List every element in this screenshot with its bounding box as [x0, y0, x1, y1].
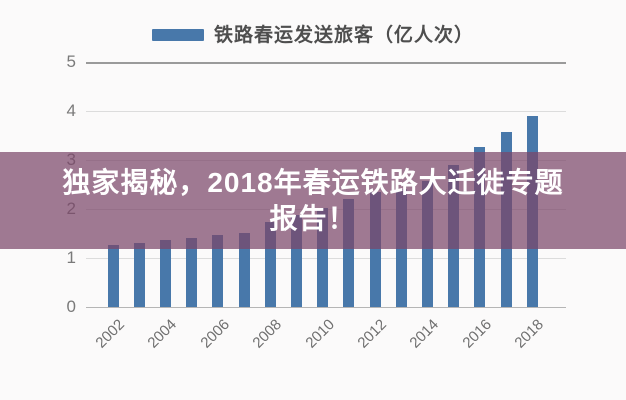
legend-swatch — [151, 28, 204, 41]
y-axis-tick-label-0: 0 — [66, 297, 76, 316]
x-axis-tick-label-2014: 2014 — [406, 316, 443, 352]
legend-label: 铁路春运发送旅客（亿人次） — [213, 25, 474, 46]
x-axis-tick-label-2018: 2018 — [511, 316, 548, 352]
y-axis-tick-label-5: 5 — [66, 52, 76, 71]
y-axis-tick-label-1: 1 — [66, 248, 76, 267]
x-axis-tick-label-2002: 2002 — [92, 316, 129, 352]
bar-2008 — [264, 222, 276, 307]
bar-2007 — [238, 233, 250, 307]
x-axis-tick-label-2016: 2016 — [459, 316, 495, 352]
bar-2011 — [343, 199, 355, 307]
chart-legend: 铁路春运发送旅客（亿人次） — [0, 20, 626, 47]
bar-2010 — [317, 207, 329, 307]
gridline-4 — [86, 111, 566, 112]
x-axis-tick-label-2008: 2008 — [249, 316, 286, 352]
bar-2005 — [186, 237, 198, 307]
banner-title-line2: 报告！ — [269, 202, 357, 234]
bar-2006 — [212, 235, 224, 307]
x-axis-tick-label-2004: 2004 — [144, 316, 181, 352]
bar-2012 — [369, 191, 381, 307]
gridline-0 — [86, 307, 566, 308]
bar-2002 — [107, 244, 119, 307]
y-axis-tick-label-4: 4 — [66, 101, 76, 120]
gridline-5 — [86, 62, 566, 64]
x-axis-tick-label-2006: 2006 — [197, 316, 233, 352]
bar-2009 — [290, 214, 302, 307]
bar-2003 — [133, 242, 145, 307]
bar-2004 — [159, 239, 171, 307]
x-axis-tick-label-2012: 2012 — [354, 316, 391, 352]
x-axis-tick-label-2010: 2010 — [301, 316, 338, 352]
banner-title-line1: 独家揭秘，2018年春运铁路大迁徙专题 — [62, 166, 564, 198]
banner-overlay: 独家揭秘，2018年春运铁路大迁徙专题 报告！ — [0, 152, 626, 249]
